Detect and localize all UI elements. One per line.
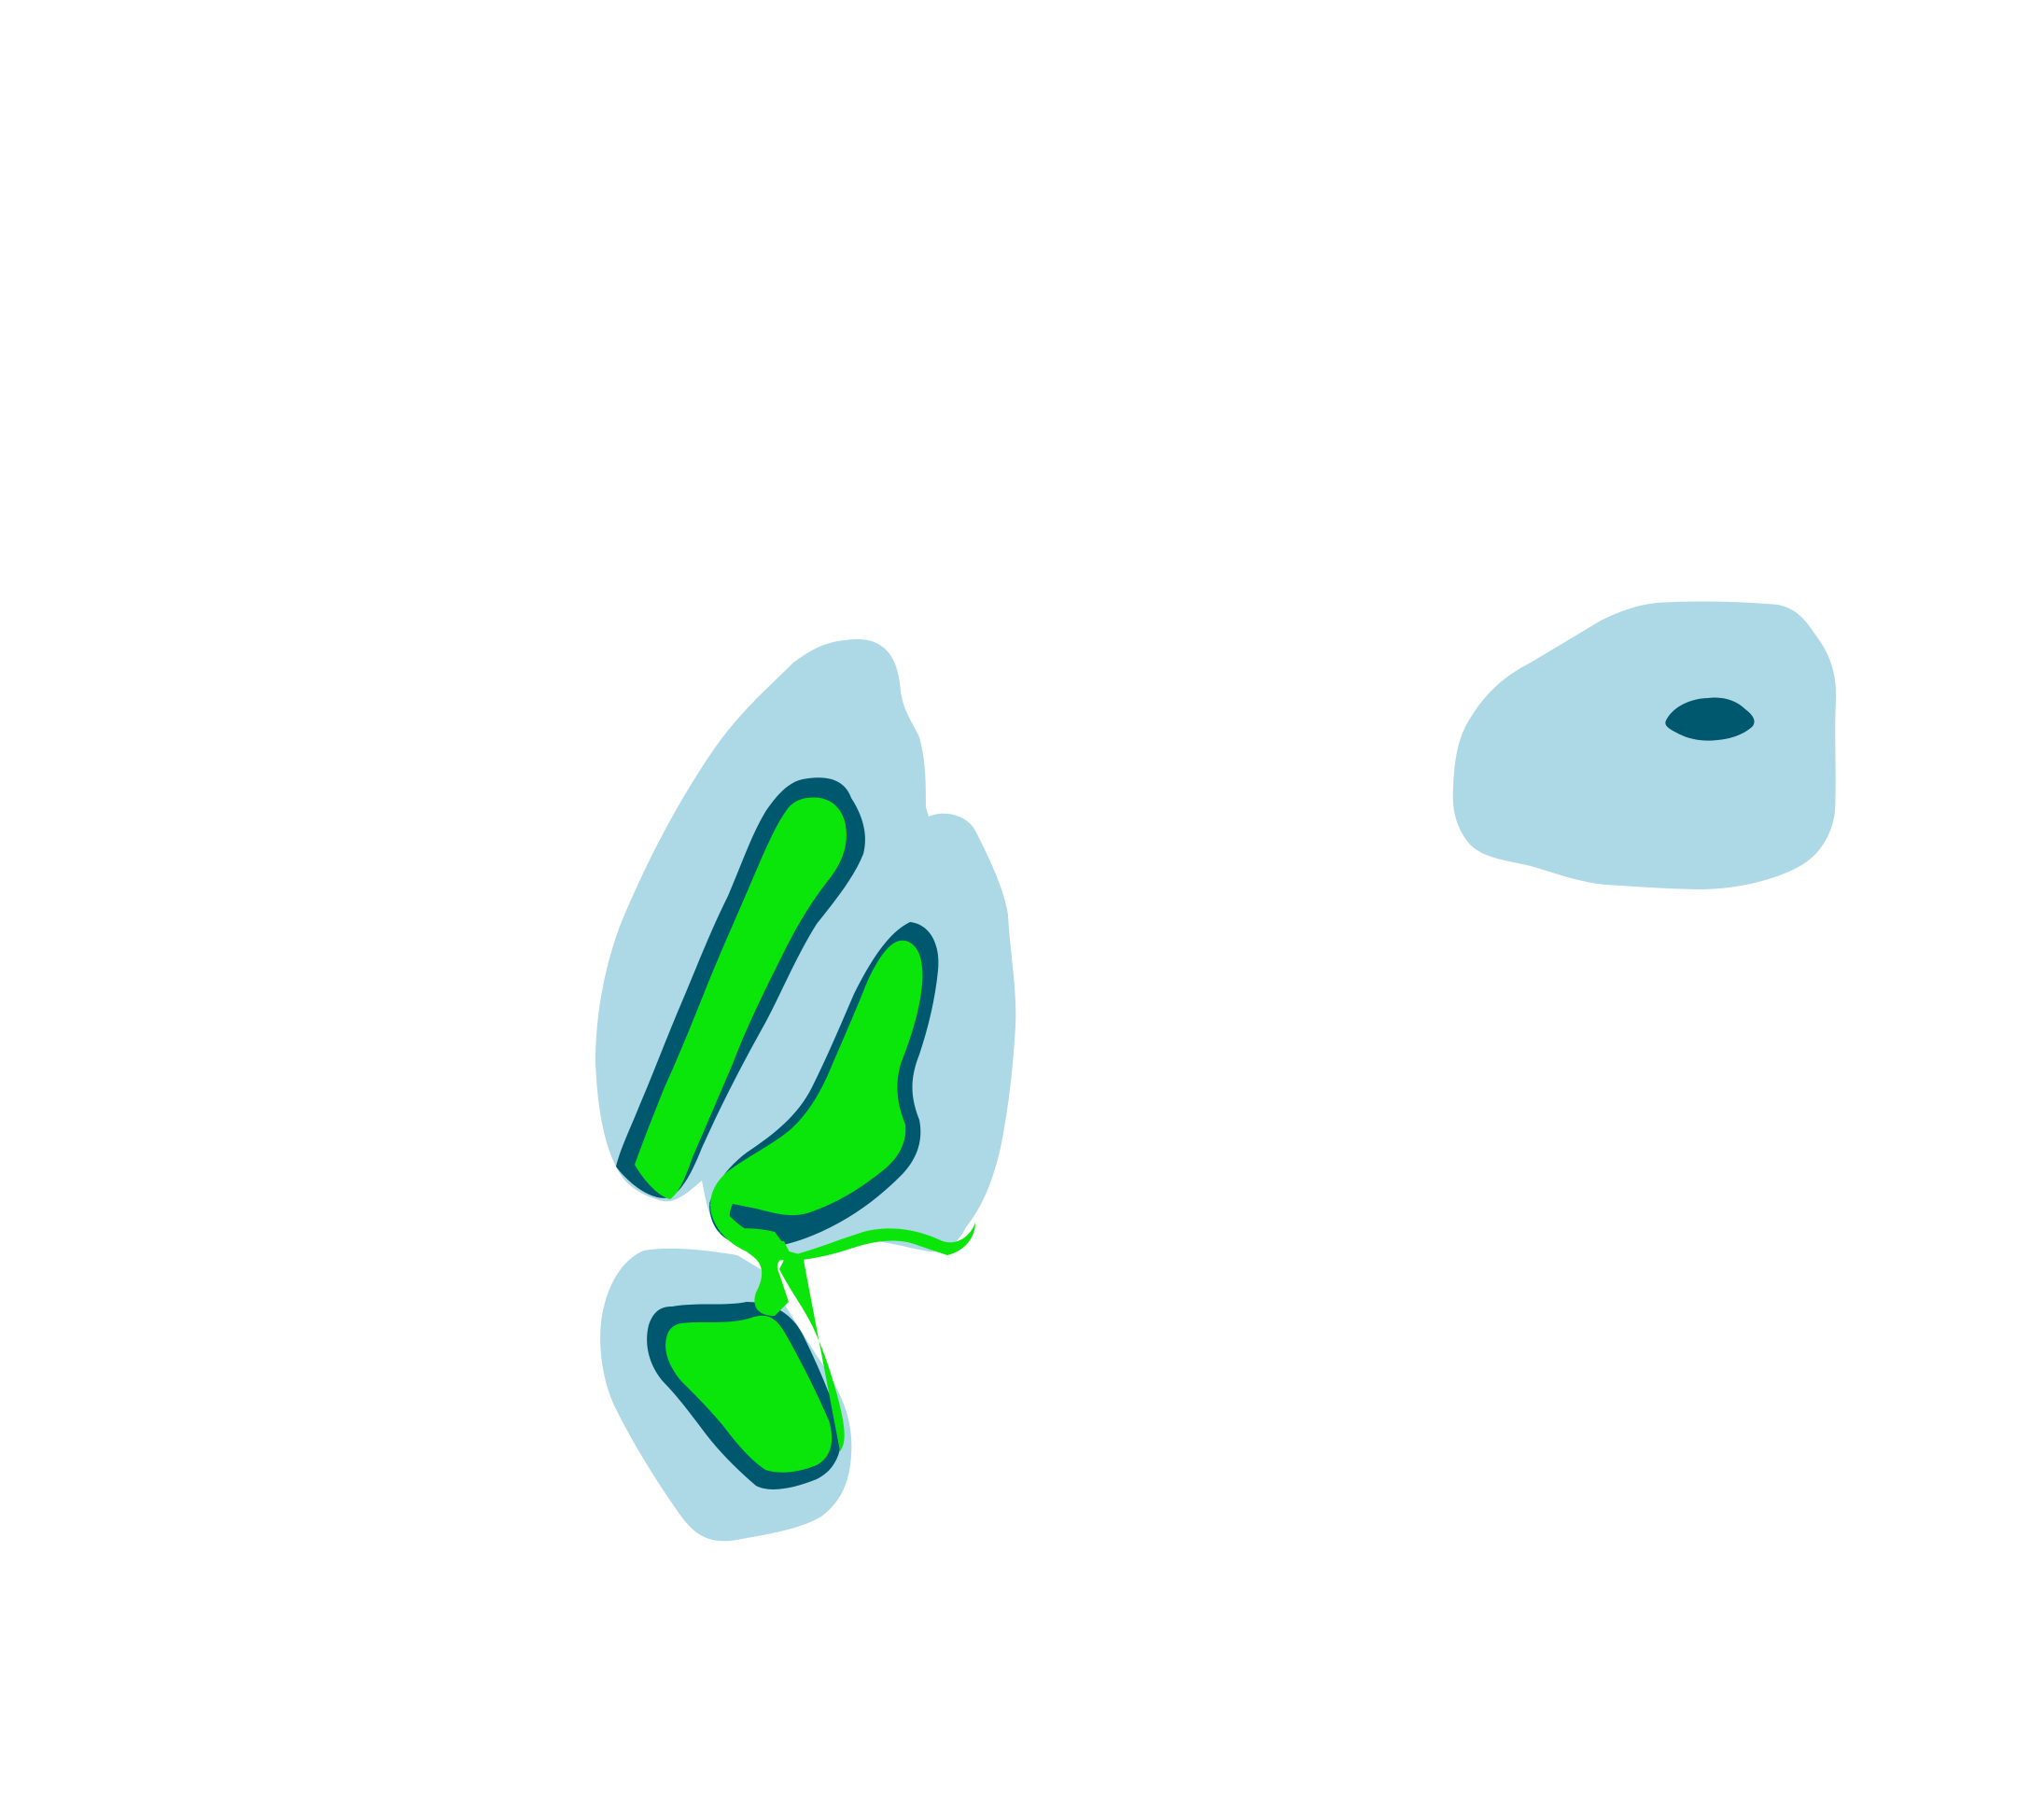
neck-core[interactable]: [709, 1204, 793, 1316]
left-arm-core[interactable]: [635, 797, 847, 1199]
stem-core[interactable]: [719, 1228, 845, 1451]
right-blob-halo: [1452, 601, 1837, 889]
middle-arm-core[interactable]: [710, 940, 975, 1261]
right-blob-spot[interactable]: [1665, 697, 1755, 741]
lower-arm-core[interactable]: [665, 1315, 833, 1473]
